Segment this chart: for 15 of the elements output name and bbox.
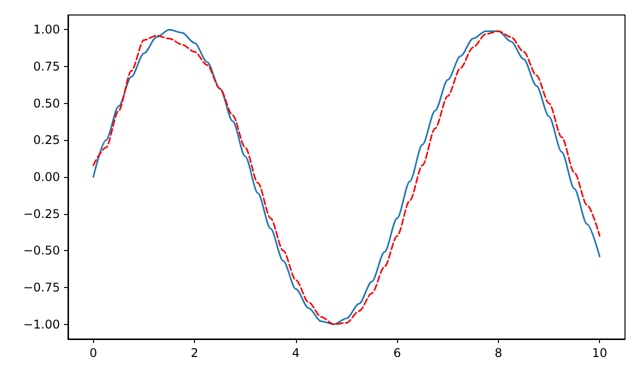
y-tick-label: 0.75 xyxy=(33,60,60,74)
y-tick-label: 0.00 xyxy=(33,170,60,184)
y-tick-label: 0.50 xyxy=(33,96,60,110)
y-tick-label: −0.25 xyxy=(23,206,60,221)
x-tick-label: 4 xyxy=(292,346,300,360)
y-tick-label: −0.50 xyxy=(23,244,60,258)
x-tick-label: 8 xyxy=(494,346,502,360)
y-tick-label: −0.75 xyxy=(23,280,60,294)
x-tick-label: 2 xyxy=(190,346,198,360)
x-tick-label: 6 xyxy=(393,346,401,360)
y-tick-label: 1.00 xyxy=(33,22,60,37)
x-tick-label: 0 xyxy=(90,346,98,360)
y-tick-label: 0.25 xyxy=(33,133,60,148)
y-tick-label: −1.00 xyxy=(23,317,60,332)
x-tick-label: 10 xyxy=(592,346,608,360)
